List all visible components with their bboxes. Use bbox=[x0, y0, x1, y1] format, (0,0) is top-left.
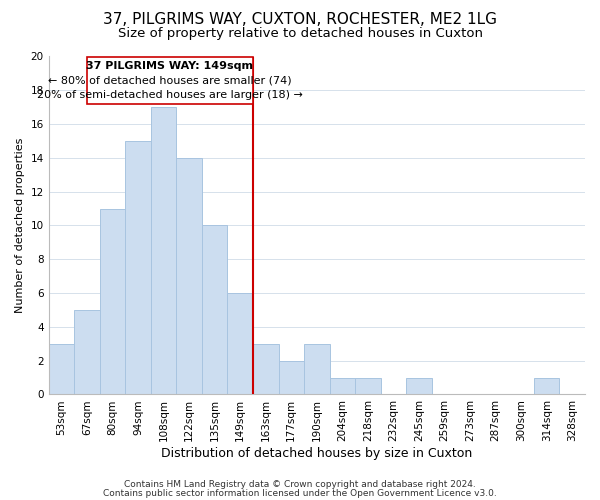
Bar bbox=[125, 141, 151, 395]
Bar bbox=[49, 344, 74, 395]
Text: 20% of semi-detached houses are larger (18) →: 20% of semi-detached houses are larger (… bbox=[37, 90, 303, 101]
Bar bbox=[151, 107, 176, 395]
Text: Size of property relative to detached houses in Cuxton: Size of property relative to detached ho… bbox=[118, 28, 482, 40]
Text: Contains HM Land Registry data © Crown copyright and database right 2024.: Contains HM Land Registry data © Crown c… bbox=[124, 480, 476, 489]
Bar bbox=[253, 344, 278, 395]
Y-axis label: Number of detached properties: Number of detached properties bbox=[15, 138, 25, 313]
Bar bbox=[74, 310, 100, 394]
FancyBboxPatch shape bbox=[87, 56, 253, 104]
Bar bbox=[176, 158, 202, 394]
Text: 37, PILGRIMS WAY, CUXTON, ROCHESTER, ME2 1LG: 37, PILGRIMS WAY, CUXTON, ROCHESTER, ME2… bbox=[103, 12, 497, 28]
Text: Contains public sector information licensed under the Open Government Licence v3: Contains public sector information licen… bbox=[103, 488, 497, 498]
Bar bbox=[304, 344, 329, 395]
Bar bbox=[329, 378, 355, 394]
Bar bbox=[355, 378, 380, 394]
Bar bbox=[202, 226, 227, 394]
Bar bbox=[534, 378, 559, 394]
Bar bbox=[100, 208, 125, 394]
X-axis label: Distribution of detached houses by size in Cuxton: Distribution of detached houses by size … bbox=[161, 447, 472, 460]
Text: 37 PILGRIMS WAY: 149sqm: 37 PILGRIMS WAY: 149sqm bbox=[86, 61, 253, 71]
Text: ← 80% of detached houses are smaller (74): ← 80% of detached houses are smaller (74… bbox=[48, 75, 292, 85]
Bar bbox=[406, 378, 432, 394]
Bar bbox=[278, 360, 304, 394]
Bar bbox=[227, 293, 253, 394]
